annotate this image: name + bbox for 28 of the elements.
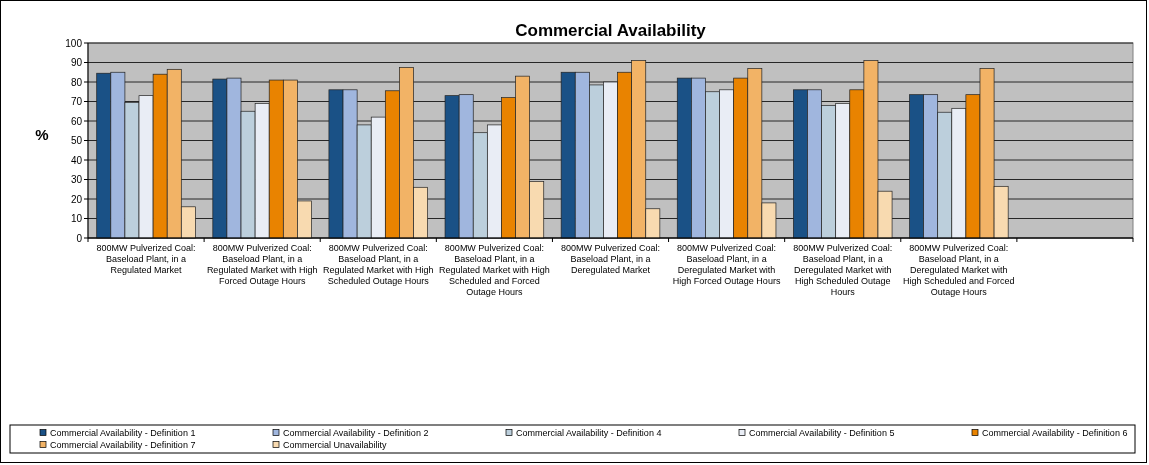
legend-label: Commercial Availability - Definition 5 [749,427,895,438]
y-tick-label: 100 [65,37,83,49]
y-tick-label: 60 [70,115,83,127]
y-tick-label: 0 [76,232,83,244]
x-tick-label: 800MW Pulverized Coal: Baseload Plant, in a Deregulated Market [560,243,661,275]
x-tick-label: 800MW Pulverized Coal: Baseload Plant, in a Deregulated Market with High Scheduled and Forced Outage Hours [903,243,1015,297]
y-tick-label: 10 [70,213,83,224]
y-tick-label: 90 [70,57,83,68]
x-tick-label: 800MW Pulverized Coal: Baseload Plant, in a Regulated Market with High Scheduled and Forced Outage Hours [439,243,550,297]
x-tick-label: 800MW Pulverized Coal: Baseload Plant, in a Regulated Market [96,243,196,275]
y-tick-label: 40 [70,154,83,166]
legend-label: Commercial Unavailability [283,439,388,450]
y-tick-label: 30 [70,174,83,185]
legend-label: Commercial Availability - Definition 4 [516,427,662,438]
x-tick-label: 800MW Pulverized Coal: Baseload Plant, in a Deregulated Market with High Forced Outage Hours [672,243,781,286]
x-tick-label: 800MW Pulverized Coal: Baseload Plant, in a Deregulated Market with High Scheduled Outage Hours [793,243,893,297]
legend-label: Commercial Availability - Definition 6 [982,427,1128,438]
x-tick-label: 800MW Pulverized Coal: Baseload Plant, in a Regulated Market with High Forced Outage Hours [206,243,318,286]
y-axis-title: % [35,126,49,143]
legend-label: Commercial Availability - Definition 7 [50,439,196,450]
x-tick-label: 800MW Pulverized Coal: Baseload Plant, in a Regulated Market with High Scheduled Outage Hours [323,243,434,286]
y-tick-label: 80 [70,76,83,88]
y-tick-label: 70 [70,96,83,107]
chart-title: Commercial Availability [515,21,707,40]
legend-label: Commercial Availability - Definition 2 [283,427,429,438]
legend-label: Commercial Availability - Definition 1 [50,427,196,438]
y-tick-label: 50 [70,135,83,146]
y-tick-label: 20 [70,193,83,205]
